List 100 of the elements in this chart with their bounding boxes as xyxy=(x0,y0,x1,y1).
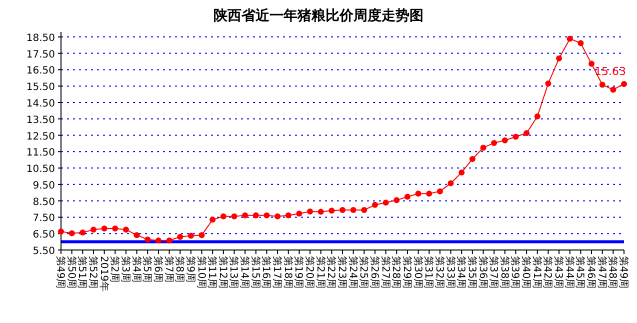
point xyxy=(231,213,238,220)
x-tick-label: 第14周 xyxy=(238,256,251,289)
point xyxy=(242,212,248,218)
data-label: 15.63 xyxy=(594,64,626,78)
y-tick-label: 18.50 xyxy=(26,32,55,44)
x-tick-label: 第2周 xyxy=(108,256,121,282)
x-tick-label: 第19周 xyxy=(292,256,305,289)
x-tick-label: 第35周 xyxy=(466,256,478,289)
point xyxy=(436,188,443,194)
x-tick-label: 第30周 xyxy=(412,256,424,289)
x-tick-label: 第10周 xyxy=(195,256,208,289)
x-tick-label: 第22周 xyxy=(325,256,338,289)
x-tick-label: 第46周 xyxy=(585,256,598,289)
y-tick-label: 12.50 xyxy=(26,131,55,142)
point xyxy=(80,229,86,236)
point xyxy=(350,207,356,214)
point xyxy=(512,134,519,140)
point xyxy=(545,80,552,86)
point xyxy=(566,36,573,42)
point xyxy=(524,130,530,136)
y-tick-label: 8.50 xyxy=(32,196,55,208)
point xyxy=(112,226,118,232)
point xyxy=(415,190,422,197)
point xyxy=(177,234,184,240)
x-tick-label: 第7周 xyxy=(162,256,175,282)
point xyxy=(404,194,410,200)
x-tick-label: 第4周 xyxy=(130,256,142,282)
x-tick-label: 第21周 xyxy=(314,256,326,289)
x-tick-label: 第49周 xyxy=(54,256,66,289)
point xyxy=(274,213,281,220)
point xyxy=(122,226,129,233)
x-tick-label: 第39周 xyxy=(509,256,522,289)
x-tick-label: 第51周 xyxy=(76,256,88,289)
point xyxy=(328,208,335,214)
x-tick-label: 第8周 xyxy=(174,256,186,282)
x-tick-label: 2019年 xyxy=(98,256,110,292)
x-tick-label: 第48周 xyxy=(606,256,619,289)
x-tick-label: 第47周 xyxy=(596,256,608,289)
point xyxy=(426,190,432,197)
point xyxy=(134,232,140,238)
point xyxy=(610,86,616,93)
x-tick-label: 第38周 xyxy=(498,256,510,289)
point xyxy=(318,208,324,215)
point xyxy=(68,230,75,236)
x-tick-label: 第41周 xyxy=(530,256,543,289)
point xyxy=(220,213,226,220)
point xyxy=(621,80,627,87)
x-tick-label: 第15周 xyxy=(249,256,262,289)
point xyxy=(491,140,498,146)
x-tick-label: 第3周 xyxy=(119,256,132,282)
x-tick-label: 第17周 xyxy=(271,256,284,289)
x-tick-label: 第23周 xyxy=(336,256,348,289)
point xyxy=(588,60,595,67)
point xyxy=(296,210,302,217)
x-tick-label: 第13周 xyxy=(228,256,240,289)
point xyxy=(307,208,314,214)
y-tick-label: 7.50 xyxy=(32,213,55,224)
x-tick-label: 第16周 xyxy=(260,256,272,289)
point xyxy=(372,202,378,208)
x-tick-label: 第27周 xyxy=(379,256,392,289)
x-tick-label: 第45周 xyxy=(574,256,586,289)
point xyxy=(188,232,194,239)
y-tick-label: 9.50 xyxy=(32,180,55,192)
point xyxy=(90,226,96,233)
x-tick-label: 第50周 xyxy=(65,256,78,289)
x-tick-label: 第40周 xyxy=(520,256,532,289)
point xyxy=(101,226,108,232)
point xyxy=(285,212,292,218)
x-tick-label: 第26周 xyxy=(368,256,380,289)
x-tick-label: 第25周 xyxy=(358,256,370,289)
y-tick-label: 10.50 xyxy=(26,164,55,176)
x-tick-label: 第12周 xyxy=(216,256,229,289)
x-tick-label: 第36周 xyxy=(476,256,489,289)
x-tick-label: 第44周 xyxy=(563,256,576,289)
point xyxy=(252,212,259,218)
point xyxy=(458,169,465,176)
point xyxy=(556,55,562,62)
x-tick-label: 第11周 xyxy=(206,256,218,289)
x-tick-label: 第6周 xyxy=(152,256,164,282)
x-tick-label: 第18周 xyxy=(282,256,294,289)
point xyxy=(361,207,368,214)
y-tick-label: 11.50 xyxy=(26,148,55,159)
x-tick-label: 第33周 xyxy=(444,256,456,289)
y-tick-label: 16.50 xyxy=(26,66,55,77)
y-tick-label: 14.50 xyxy=(26,98,55,110)
y-tick-label: 13.50 xyxy=(26,114,55,126)
chart-title: 陕西省近一年猪粮比价周度走势图 xyxy=(214,7,424,24)
point xyxy=(166,237,172,244)
point xyxy=(210,216,216,223)
y-tick-label: 17.50 xyxy=(26,49,55,60)
x-tick-label: 第32周 xyxy=(433,256,446,289)
x-tick-label: 第20周 xyxy=(304,256,316,289)
x-tick-label: 第49周 xyxy=(618,256,630,289)
x-tick-label: 第42周 xyxy=(542,256,554,289)
point xyxy=(382,200,389,206)
point xyxy=(144,236,151,243)
point xyxy=(469,156,476,162)
point xyxy=(599,82,606,88)
point xyxy=(394,197,400,204)
y-tick-label: 5.50 xyxy=(32,246,55,257)
